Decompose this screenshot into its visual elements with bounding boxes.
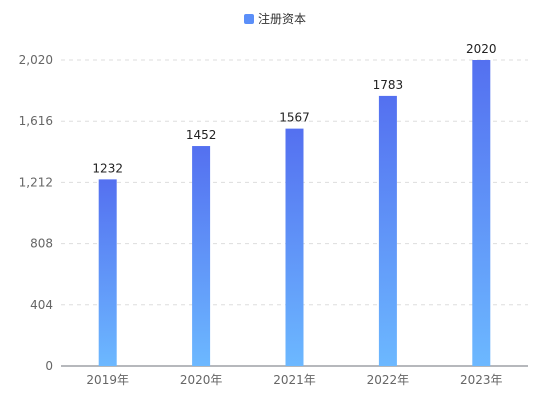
data-label: 1783	[373, 78, 404, 92]
legend-icon	[244, 14, 254, 24]
bar	[378, 95, 397, 366]
legend-label: 注册资本	[258, 11, 306, 26]
data-label: 1567	[279, 111, 310, 125]
bar	[285, 128, 304, 366]
x-tick-label: 2019年	[86, 373, 129, 387]
y-tick-label: 1,616	[19, 114, 53, 128]
y-tick-label: 808	[30, 237, 53, 251]
y-tick-label: 0	[45, 359, 53, 373]
data-label: 1232	[92, 161, 123, 175]
bar	[472, 60, 491, 366]
bar	[192, 146, 211, 366]
x-tick-label: 2022年	[367, 373, 410, 387]
labels: 0 404 808 1,212 1,616 2,020 1232 2019年 1452 2020年…	[19, 42, 503, 387]
bars	[98, 60, 491, 366]
y-tick-label: 404	[30, 298, 53, 312]
bar	[98, 179, 117, 366]
x-tick-label: 2020年	[180, 373, 223, 387]
x-tick-label: 2021年	[273, 373, 316, 387]
x-tick-label: 2023年	[460, 373, 503, 387]
data-label: 2020	[466, 42, 497, 56]
legend: 注册资本	[244, 11, 306, 26]
y-tick-label: 1,212	[19, 175, 53, 189]
y-tick-label: 2,020	[19, 53, 53, 67]
data-label: 1452	[186, 128, 217, 142]
